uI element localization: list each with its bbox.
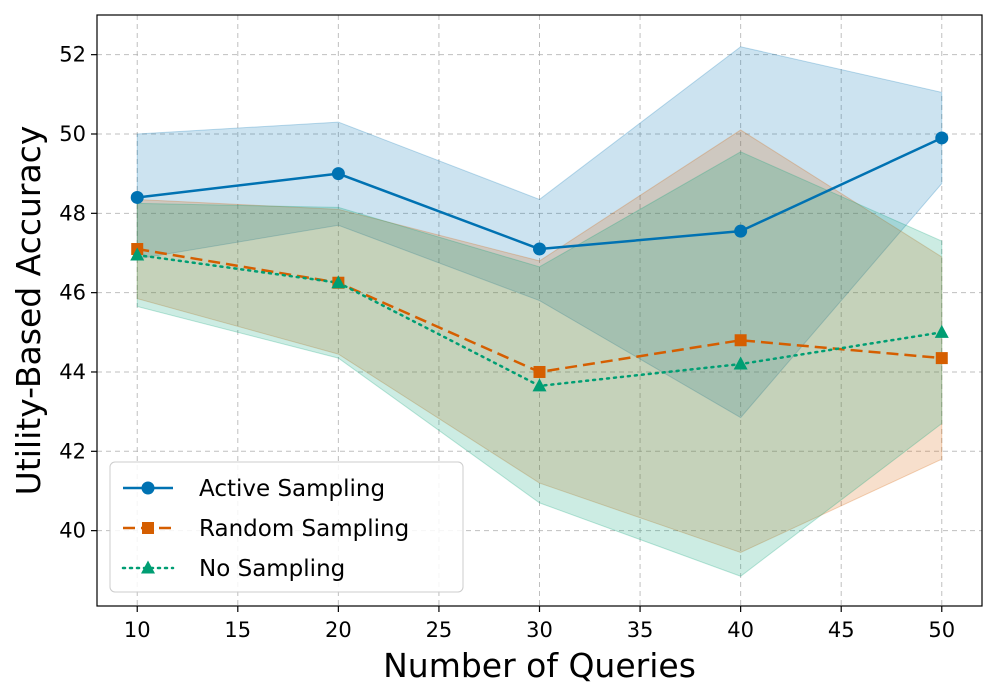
legend: Active Sampling Random Sampling No Samplin… xyxy=(109,461,464,593)
y-tick-label: 48 xyxy=(59,201,86,225)
x-tick-label: 25 xyxy=(426,618,453,642)
x-tick-label: 20 xyxy=(325,618,352,642)
legend-marker-2 xyxy=(141,560,155,574)
legend-label: Active Sampling xyxy=(199,476,385,502)
legend-marker-0 xyxy=(141,481,155,495)
x-tick-label: 35 xyxy=(627,618,654,642)
data-point xyxy=(331,275,346,289)
data-point xyxy=(532,378,547,392)
y-tick-label: 44 xyxy=(59,360,86,384)
y-axis-title: Utility-Based Accuracy xyxy=(9,126,48,496)
x-tick-label: 45 xyxy=(828,618,855,642)
legend-marker-1 xyxy=(142,522,154,534)
confidence-band-2 xyxy=(136,151,943,577)
data-point xyxy=(533,365,546,378)
legend-box xyxy=(109,461,464,593)
y-tick-label: 50 xyxy=(59,122,86,146)
data-point xyxy=(733,356,748,370)
x-axis-title: Number of Queries xyxy=(383,646,696,685)
confidence-band-0 xyxy=(136,46,943,419)
data-point xyxy=(935,352,948,365)
data-point xyxy=(331,167,345,181)
legend-label: No Sampling xyxy=(199,556,345,582)
data-point xyxy=(130,247,145,261)
x-tick-label: 50 xyxy=(928,618,955,642)
x-tick-label: 40 xyxy=(727,618,754,642)
x-tick-label: 30 xyxy=(526,618,553,642)
y-tick-label: 52 xyxy=(59,43,86,67)
y-tick-label: 46 xyxy=(59,281,86,305)
data-point xyxy=(533,242,546,256)
y-tick-label: 40 xyxy=(59,519,86,543)
x-tick-label: 10 xyxy=(124,618,151,642)
series-markers xyxy=(130,131,949,392)
data-point xyxy=(934,324,949,338)
data-point xyxy=(734,334,747,347)
axis-ticks: 10 15 20 25 30 35 40 45 50 40 42 44 46 48 50 52 xyxy=(59,43,955,642)
data-point xyxy=(935,131,949,145)
y-tick-label: 42 xyxy=(59,439,86,463)
data-point xyxy=(130,190,144,204)
x-tick-label: 15 xyxy=(224,618,251,642)
legend-label: Random Sampling xyxy=(199,516,409,542)
data-point xyxy=(734,224,748,238)
